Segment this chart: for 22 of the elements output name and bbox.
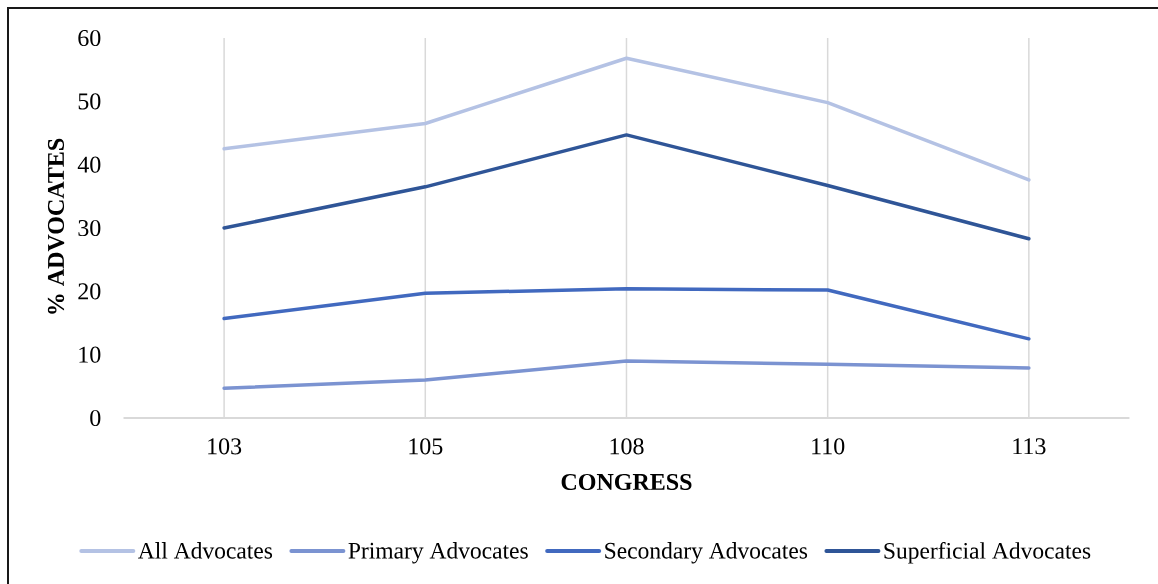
y-tick-label: 50 bbox=[78, 93, 101, 110]
line-series bbox=[222, 359, 1031, 390]
y-tick-label: 40 bbox=[77, 156, 101, 173]
x-tick-label: 108 bbox=[610, 438, 644, 455]
line-series bbox=[222, 56, 1031, 182]
line-series bbox=[222, 287, 1031, 341]
y-axis-title: % ADVOCATES bbox=[47, 138, 65, 314]
x-axis-title: CONGRESS bbox=[561, 473, 692, 491]
legend-label: Superficial Advocates bbox=[884, 541, 1091, 564]
y-tick-label: 10 bbox=[79, 346, 101, 363]
y-tick-label: 20 bbox=[78, 283, 101, 300]
legend-label: All Advocates bbox=[138, 542, 273, 559]
legend-label: Secondary Advocates bbox=[605, 542, 808, 564]
y-tick-label: 60 bbox=[78, 29, 101, 47]
x-tick-label: 110 bbox=[812, 438, 845, 455]
line-series bbox=[222, 133, 1031, 241]
x-tick-label: 105 bbox=[409, 438, 443, 455]
x-tick-label: 113 bbox=[1013, 438, 1046, 455]
legend-label: Primary Advocates bbox=[348, 542, 528, 564]
y-tick-label: 30 bbox=[78, 219, 101, 237]
y-tick-label: 0 bbox=[90, 409, 101, 427]
x-tick-label: 103 bbox=[208, 438, 242, 455]
